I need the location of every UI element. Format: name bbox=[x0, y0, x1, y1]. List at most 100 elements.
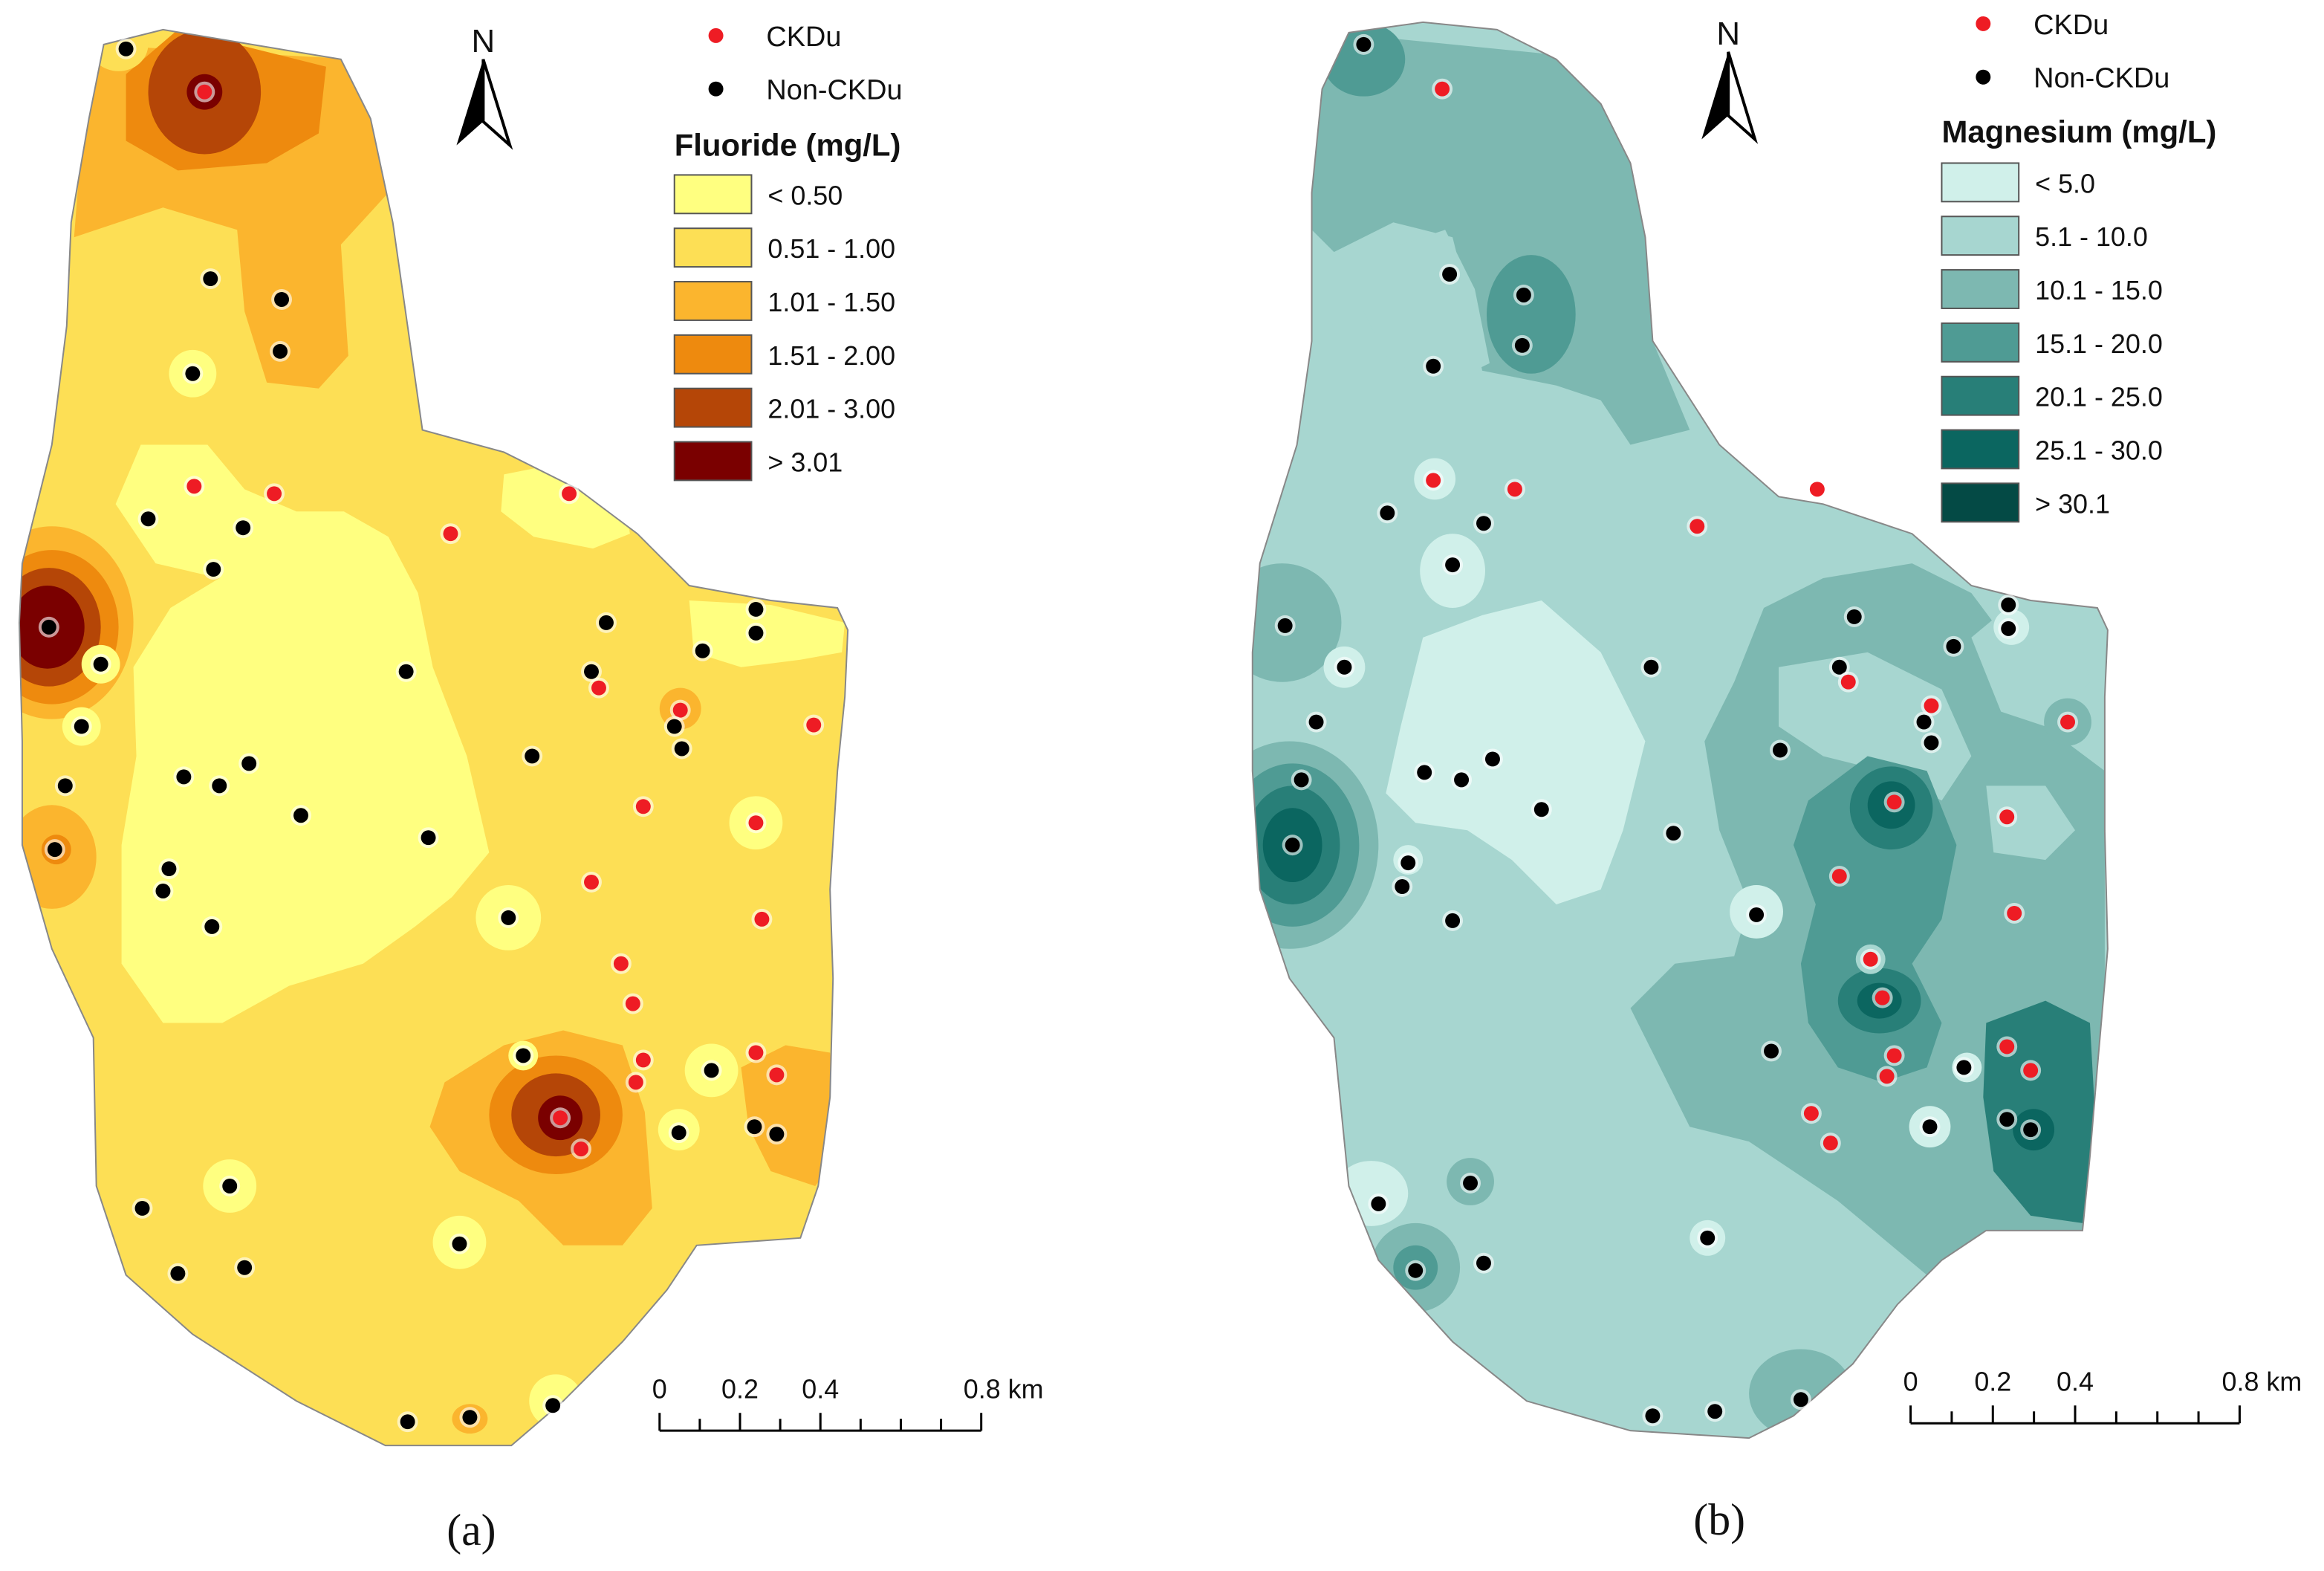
ckdu-sample-point bbox=[2007, 905, 2022, 921]
non-ckdu-sample-point bbox=[1924, 735, 1939, 751]
legend-item-label: Non-CKDu bbox=[2034, 63, 2169, 94]
panel-caption: (b) bbox=[1693, 1495, 1745, 1544]
non-ckdu-sample-point bbox=[400, 1414, 415, 1430]
non-ckdu-sample-point bbox=[170, 1266, 186, 1281]
non-ckdu-sample-point bbox=[1417, 765, 1432, 780]
ckdu-sample-point bbox=[1999, 1039, 2015, 1055]
non-ckdu-sample-point bbox=[1442, 267, 1458, 282]
non-ckdu-sample-point bbox=[1476, 516, 1491, 531]
ckdu-sample-point bbox=[1924, 698, 1939, 713]
ckdu-sample-point bbox=[1803, 1106, 1819, 1121]
north-arrow-icon bbox=[456, 59, 484, 146]
non-ckdu-sample-point bbox=[1773, 742, 1788, 758]
non-ckdu-sample-point bbox=[1380, 505, 1395, 521]
ckdu-sample-point bbox=[1886, 1048, 1902, 1063]
ckdu-sample-point bbox=[2060, 714, 2075, 730]
legend-class-label: 5.1 - 10.0 bbox=[2035, 221, 2148, 252]
legend-class-label: < 5.0 bbox=[2035, 168, 2095, 198]
legend-item-label: CKDu bbox=[2034, 10, 2109, 41]
non-ckdu-sample-point bbox=[1285, 838, 1300, 853]
non-ckdu-sample-point bbox=[501, 910, 516, 925]
legend-class-label: 1.51 - 2.00 bbox=[767, 340, 895, 371]
scale-bar-label: 0 bbox=[652, 1373, 667, 1404]
non-ckdu-sample-point bbox=[1700, 1230, 1716, 1246]
ckdu-sample-point bbox=[591, 680, 606, 696]
legend-symbol bbox=[1976, 16, 1991, 31]
legend-swatch bbox=[1941, 429, 2020, 470]
north-arrow-icon bbox=[481, 59, 513, 150]
ckdu-sample-point bbox=[574, 1141, 589, 1157]
legend-swatch bbox=[673, 441, 753, 482]
non-ckdu-sample-point bbox=[525, 748, 540, 764]
legend-symbol bbox=[1976, 69, 1991, 85]
legend-swatch bbox=[673, 334, 753, 375]
legend-item-label: CKDu bbox=[766, 22, 841, 53]
non-ckdu-sample-point bbox=[584, 664, 599, 679]
non-ckdu-sample-point bbox=[1476, 1255, 1491, 1271]
legend-swatch bbox=[1941, 269, 2020, 309]
non-ckdu-sample-point bbox=[57, 778, 73, 794]
non-ckdu-sample-point bbox=[236, 520, 251, 536]
north-arrow-label: N bbox=[1716, 16, 1740, 52]
scale-bar-label: 0.8 km bbox=[964, 1373, 1044, 1404]
ckdu-sample-point bbox=[1999, 809, 2015, 825]
non-ckdu-sample-point bbox=[1533, 802, 1549, 817]
non-ckdu-sample-point bbox=[598, 615, 614, 630]
non-ckdu-sample-point bbox=[1408, 1263, 1424, 1278]
legend-swatch bbox=[673, 281, 753, 321]
scale-bar-label: 0.4 bbox=[2057, 1366, 2094, 1396]
non-ckdu-sample-point bbox=[47, 842, 62, 858]
legend-swatch bbox=[1941, 322, 2020, 363]
legend: CKDu Non-CKDu Fluoride (mg/L) < 0.50 0.51 - … bbox=[673, 22, 903, 482]
non-ckdu-sample-point bbox=[421, 830, 436, 846]
north-arrow-icon bbox=[1701, 51, 1729, 140]
magnesium-zone bbox=[1386, 600, 1646, 904]
non-ckdu-sample-point bbox=[41, 619, 56, 635]
non-ckdu-sample-point bbox=[666, 719, 682, 734]
non-ckdu-sample-point bbox=[140, 511, 156, 527]
non-ckdu-sample-point bbox=[1454, 772, 1470, 788]
legend-class-label: > 3.01 bbox=[767, 447, 843, 477]
non-ckdu-sample-point bbox=[1831, 659, 1847, 675]
non-ckdu-sample-point bbox=[1400, 855, 1416, 871]
non-ckdu-sample-point bbox=[134, 1200, 150, 1216]
ckdu-sample-point bbox=[1435, 81, 1450, 97]
north-arrow: N bbox=[456, 23, 513, 150]
north-arrow-label: N bbox=[472, 23, 496, 59]
panel-caption: (a) bbox=[447, 1506, 496, 1555]
legend-class-label: 2.01 - 3.00 bbox=[767, 394, 895, 424]
legend-swatch bbox=[673, 174, 753, 215]
legend-swatch bbox=[1941, 216, 2020, 256]
fluoride-zone bbox=[741, 1045, 838, 1186]
non-ckdu-sample-point bbox=[1371, 1196, 1386, 1211]
non-ckdu-sample-point bbox=[1294, 772, 1309, 788]
ckdu-sample-point bbox=[562, 486, 577, 502]
ckdu-sample-point bbox=[1831, 869, 1847, 884]
legend-class-label: 20.1 - 25.0 bbox=[2035, 382, 2163, 412]
non-ckdu-sample-point bbox=[1645, 1408, 1661, 1424]
legend-class-label: > 30.1 bbox=[2035, 488, 2110, 519]
non-ckdu-sample-point bbox=[1999, 1112, 2015, 1127]
ckdu-sample-point bbox=[1840, 674, 1856, 690]
ckdu-sample-point bbox=[672, 702, 688, 718]
non-ckdu-sample-point bbox=[1946, 638, 1961, 654]
ckdu-sample-point bbox=[613, 956, 629, 971]
panel-a: N CKDu Non-CKDu Fluoride (mg/L) < 0.50 0.51 … bbox=[18, 22, 1044, 1555]
legend-swatch bbox=[673, 227, 753, 268]
ckdu-sample-point bbox=[1690, 519, 1705, 534]
ckdu-sample-point bbox=[1507, 482, 1522, 497]
non-ckdu-sample-point bbox=[1764, 1043, 1779, 1059]
non-ckdu-sample-point bbox=[206, 562, 221, 577]
non-ckdu-sample-point bbox=[1643, 659, 1659, 675]
non-ckdu-sample-point bbox=[204, 919, 220, 934]
ckdu-sample-point bbox=[584, 875, 599, 890]
ckdu-sample-point bbox=[1875, 990, 1890, 1005]
non-ckdu-sample-point bbox=[452, 1236, 467, 1251]
non-ckdu-sample-point bbox=[2001, 597, 2016, 612]
legend-class-label: 15.1 - 20.0 bbox=[2035, 328, 2163, 359]
non-ckdu-sample-point bbox=[1793, 1392, 1808, 1408]
ckdu-sample-point bbox=[635, 799, 651, 814]
non-ckdu-sample-point bbox=[769, 1127, 785, 1142]
